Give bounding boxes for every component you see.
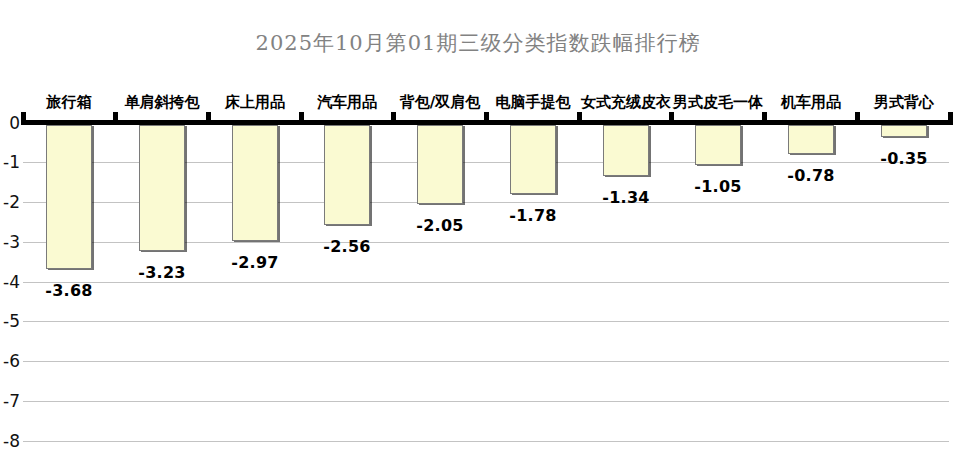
bar — [417, 125, 463, 204]
bar — [46, 125, 92, 269]
gridline — [23, 321, 949, 322]
axis-tick-mark — [391, 112, 396, 125]
axis-tick-mark — [299, 112, 304, 125]
gridline — [23, 441, 949, 442]
gridline — [23, 401, 949, 402]
y-axis-tick-label: -8 — [0, 430, 20, 452]
value-label: -0.35 — [862, 149, 946, 168]
y-axis-tick-label: -4 — [0, 271, 20, 293]
gridline — [23, 361, 949, 362]
bar — [788, 125, 834, 154]
axis-tick-mark — [855, 112, 860, 125]
y-axis-tick-label: -7 — [0, 390, 20, 412]
y-axis-tick-label: -3 — [0, 231, 20, 253]
axis-tick-mark — [669, 112, 674, 125]
y-axis-tick-label: -5 — [0, 310, 20, 332]
category-label: 男式背心 — [846, 93, 956, 112]
value-label: -0.78 — [769, 166, 853, 185]
y-axis-tick-label: 0 — [0, 112, 20, 134]
axis-tick-mark — [948, 112, 953, 125]
y-axis-tick-label: -1 — [0, 151, 20, 173]
value-label: -2.97 — [213, 253, 297, 272]
value-label: -2.56 — [305, 237, 389, 256]
y-axis-tick-label: -2 — [0, 191, 20, 213]
bar — [139, 125, 185, 251]
chart-window: 2025年10月第01期三级分类指数跌幅排行榜 0 -1 -2 -3 -4 -5 -6 -7 -… — [0, 0, 956, 470]
axis-tick-mark — [577, 112, 582, 125]
bar — [881, 125, 927, 137]
bar — [603, 125, 649, 176]
value-label: -2.05 — [398, 216, 482, 235]
y-axis-tick-label: -6 — [0, 350, 20, 372]
axis-tick-mark — [206, 112, 211, 125]
value-label: -1.78 — [491, 206, 575, 225]
bar — [232, 125, 278, 241]
value-label: -1.05 — [676, 177, 760, 196]
bar — [510, 125, 556, 194]
chart-title: 2025年10月第01期三级分类指数跌幅排行榜 — [0, 29, 956, 57]
value-label: -3.68 — [27, 281, 111, 300]
axis-tick-mark — [113, 112, 118, 125]
bar — [324, 125, 370, 225]
value-label: -1.34 — [584, 188, 668, 207]
value-label: -3.23 — [120, 263, 204, 282]
axis-tick-mark — [21, 112, 26, 125]
axis-tick-mark — [484, 112, 489, 125]
axis-tick-mark — [762, 112, 767, 125]
gridline — [23, 282, 949, 283]
bar — [695, 125, 741, 165]
